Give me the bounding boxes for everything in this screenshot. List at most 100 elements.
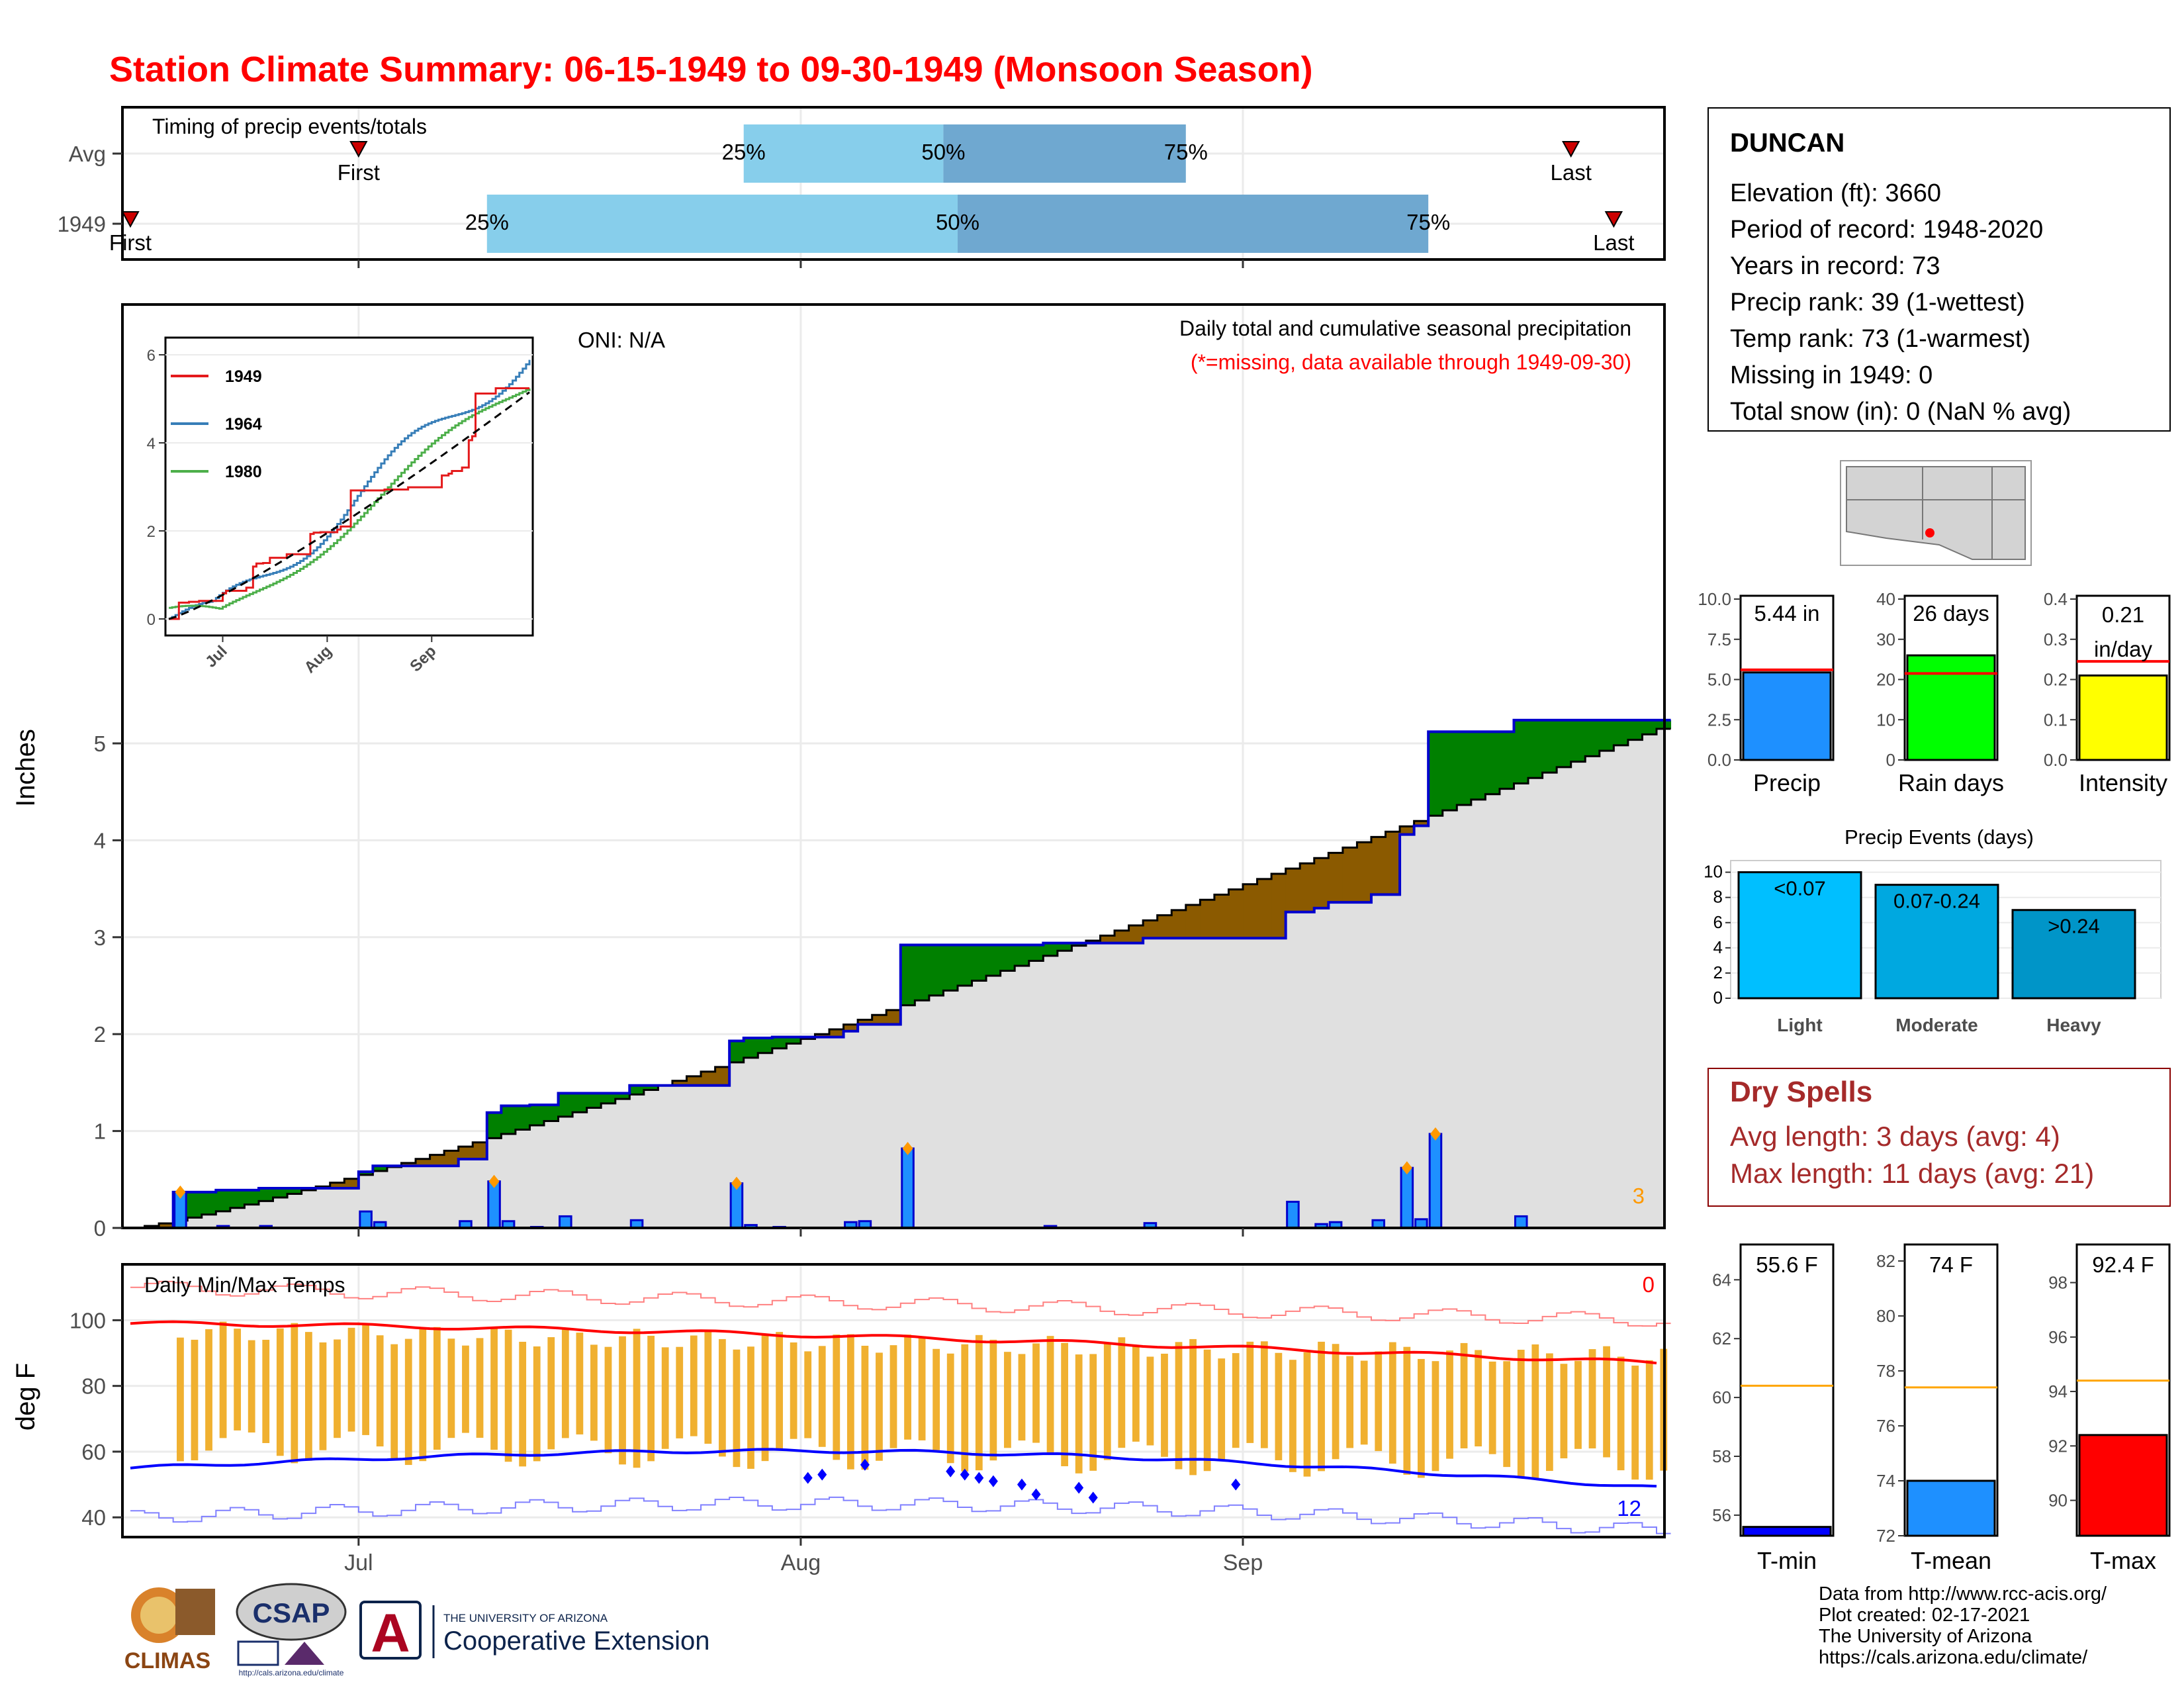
precip-y-tick-label: 7.5: [1707, 630, 1731, 649]
extreme-marker: [902, 1141, 913, 1155]
daily-temp-bar: [733, 1349, 741, 1468]
record-low-count: 12: [1617, 1496, 1641, 1521]
record-low-marker: [960, 1468, 970, 1481]
tmean-y-tick-label: 72: [1876, 1526, 1895, 1546]
daily-temp-bar: [861, 1345, 869, 1470]
inset-series-1980: [169, 388, 531, 610]
daily-temp-bar: [248, 1340, 255, 1433]
below-avg-band: [1385, 831, 1400, 895]
daily-temp-bar: [633, 1329, 641, 1468]
daily-temp-bar: [191, 1339, 199, 1461]
daily-temp-bar: [1645, 1360, 1653, 1480]
first-marker-label: First: [109, 230, 152, 255]
daily-temp-bar: [747, 1346, 754, 1469]
below-avg-band: [1143, 920, 1158, 939]
event-category-label: Light: [1777, 1015, 1822, 1035]
precip-y-tick-label: 4: [94, 828, 106, 853]
daily-temp-bar: [1175, 1342, 1183, 1470]
above-avg-band: [1485, 731, 1500, 794]
credit-line: https://cals.arizona.edu/climate/: [1819, 1647, 2088, 1668]
station-name: DUNCAN: [1730, 128, 1845, 158]
above-avg-band: [601, 1093, 616, 1103]
rain_days-label: Rain days: [1898, 769, 2004, 796]
daily-temp-bar: [1574, 1360, 1582, 1449]
inset-y-tick-label: 4: [147, 435, 156, 453]
quartile-label: 75%: [1164, 140, 1208, 164]
above-avg-band: [543, 1105, 559, 1121]
daily-temp-bar: [1603, 1346, 1610, 1458]
timing-panel: Timing of precip events/totals Avg 1949 25%…: [58, 106, 1666, 268]
daily-temp-bar: [619, 1336, 626, 1465]
daily-temp-bar: [1004, 1352, 1011, 1448]
above-avg-band: [1015, 945, 1030, 966]
extreme-count: 3: [1633, 1184, 1645, 1208]
precip-events-chart: Precip Events (days) 0 2 4 6 8 10 <0.07 Light 0.0…: [1704, 825, 2161, 1035]
above-avg-band: [501, 1105, 516, 1134]
rain_days-bar: [1906, 654, 1996, 761]
daily-temp-bar: [676, 1346, 684, 1438]
daily-temp-bar: [1289, 1360, 1297, 1472]
daily-temp-bar: [347, 1327, 355, 1432]
daily-temp-bar: [376, 1335, 384, 1447]
daily-temp-bar: [989, 1339, 997, 1461]
below-avg-band: [1100, 935, 1115, 943]
daily-temp-bar: [1046, 1336, 1054, 1454]
daily-temp-bar: [1531, 1344, 1539, 1479]
station-info-box: DUNCAN Elevation (ft): 3660 Period of rec…: [1707, 107, 2171, 432]
above-avg-band: [187, 1192, 203, 1218]
daily-temp-bar: [334, 1339, 341, 1438]
first-marker: [349, 141, 368, 158]
tmax-y-tick-label: 92: [2048, 1436, 2068, 1456]
above-avg-band: [586, 1093, 602, 1108]
cumulative-1949-line: [130, 718, 1671, 1229]
below-avg-band: [458, 1147, 473, 1160]
tmin-frame: [1739, 1243, 1835, 1537]
daily-precip-bar: [729, 1182, 744, 1229]
dry-spells-box: Dry Spells Avg length: 3 days (avg: 4) M…: [1707, 1068, 2171, 1207]
event-category-label: Heavy: [2046, 1015, 2101, 1035]
above-avg-band: [244, 1190, 259, 1205]
above-avg-band: [1071, 943, 1087, 946]
above-avg-band: [216, 1190, 231, 1211]
above-avg-band: [1442, 731, 1457, 811]
below-avg-band: [1243, 884, 1258, 939]
event-bar: [1737, 871, 1862, 1000]
csap-mountain-icon: [285, 1642, 324, 1665]
event-bar-label: 0.07-0.24: [1893, 890, 1980, 913]
temp-x-tick-label: Sep: [1223, 1550, 1263, 1575]
above-avg-band: [1471, 731, 1486, 800]
daily-temp-bar: [961, 1344, 969, 1472]
above-avg-band: [1043, 943, 1058, 956]
below-avg-band: [672, 1080, 688, 1086]
event-bar-label: >0.24: [2048, 915, 2099, 938]
temp-y-tick-label: 100: [69, 1308, 106, 1333]
precip-y-tick-label: 2.5: [1707, 710, 1731, 729]
dry-max-length: Max length: 11 days (avg: 21): [1730, 1158, 2095, 1189]
daily-precip-bar: [1514, 1215, 1528, 1229]
record-low-marker: [1074, 1481, 1084, 1494]
below-avg-band: [1400, 826, 1415, 835]
below-avg-band: [1357, 842, 1372, 903]
daily-temp-bar: [846, 1334, 854, 1470]
daily-temp-bar: [946, 1353, 954, 1464]
climas-wordmark: CLIMAS: [124, 1648, 210, 1673]
record-high-count: 0: [1643, 1272, 1655, 1297]
daily-temp-bar: [1475, 1350, 1482, 1447]
daily-temp-bar: [1218, 1358, 1226, 1460]
daily-temp-bar: [1446, 1350, 1453, 1459]
daily-temp-bar: [776, 1332, 783, 1449]
daily-temp-bar: [1503, 1361, 1511, 1468]
credit-line: The University of Arizona: [1819, 1626, 2032, 1647]
above-avg-band: [1457, 731, 1472, 806]
daily-temp-bar: [1560, 1364, 1568, 1459]
intensity-unit: in/day: [2094, 637, 2153, 661]
events-y-tick-label: 0: [1713, 988, 1723, 1008]
tmean-value: 74 F: [1929, 1252, 1973, 1277]
above-avg-band: [729, 1041, 745, 1062]
tmean-label: T-mean: [1911, 1547, 1991, 1574]
tmax-y-tick-label: 98: [2048, 1273, 2068, 1293]
daily-temp-bar: [833, 1335, 841, 1460]
precip-y-tick-label: 10.0: [1698, 589, 1731, 609]
daily-temp-bar: [447, 1338, 455, 1438]
inset-y-tick-label: 0: [147, 611, 156, 629]
